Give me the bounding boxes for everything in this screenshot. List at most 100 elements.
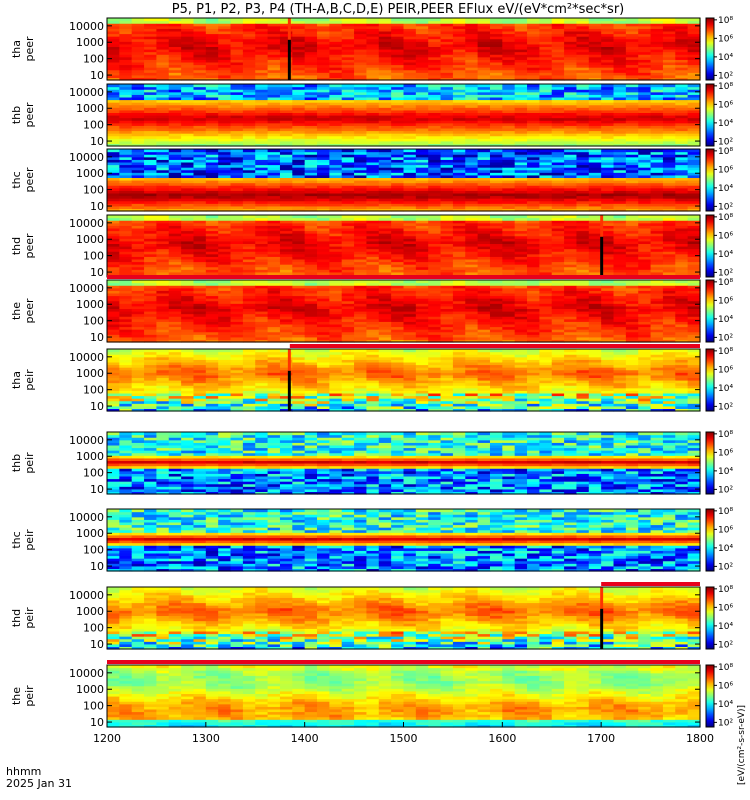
spectrogram-cell	[193, 115, 207, 119]
spectrogram-cell	[625, 167, 639, 171]
spectrogram-cell	[181, 215, 195, 219]
spectrogram-cell	[638, 122, 652, 126]
spectrogram-cell	[588, 156, 602, 160]
spectrogram-cell	[304, 133, 318, 137]
spectrogram-cell	[576, 185, 590, 189]
spectrogram-cell	[403, 190, 417, 194]
spectrogram-cell	[489, 269, 503, 273]
spectrogram-cell	[181, 89, 195, 93]
spectrogram-cell	[119, 323, 133, 328]
spectrogram-cell	[119, 318, 133, 322]
spectrogram-cell	[205, 140, 219, 145]
spectrogram-cell	[378, 61, 392, 66]
spectrogram-cell	[292, 86, 306, 90]
spectrogram-cell	[440, 230, 454, 234]
spectrogram-cell	[168, 36, 182, 40]
spectrogram-cell	[650, 64, 664, 68]
spectrogram-cell	[119, 38, 133, 42]
spectrogram-cell	[477, 67, 491, 71]
spectrogram-cell	[292, 125, 306, 129]
spectrogram-cell	[601, 217, 615, 221]
spectrogram-cell	[465, 220, 479, 224]
spectrogram-cell	[527, 208, 540, 212]
spectrogram-cell	[218, 74, 232, 79]
spectrogram-cell	[156, 290, 170, 294]
spectrogram-cell	[489, 41, 503, 45]
spectrogram-cell	[638, 41, 652, 45]
spectrogram-cell	[255, 30, 269, 35]
spectrogram-cell	[144, 300, 158, 304]
spectrogram-cell	[131, 64, 145, 68]
spectrogram-cell	[539, 54, 553, 58]
spectrogram-cell	[489, 253, 503, 257]
spectrogram-cell	[193, 187, 207, 191]
spectrogram-cell	[255, 269, 269, 273]
spectrogram-cell	[366, 159, 380, 163]
data-spike	[600, 215, 604, 237]
spectrogram-cell	[131, 115, 145, 119]
spectrogram-cell	[354, 251, 368, 255]
spectrogram-cell	[502, 46, 516, 50]
spectrogram-cell	[131, 248, 145, 252]
spectrogram-cell	[477, 135, 491, 139]
spectrogram-cell	[527, 161, 540, 166]
spectrogram-cell	[650, 180, 664, 184]
spectrogram-cell	[415, 240, 429, 245]
spectrogram-cell	[588, 43, 602, 48]
spectrogram-cell	[415, 28, 429, 32]
spectrogram-cell	[588, 225, 602, 229]
spectrogram-cell	[650, 253, 664, 257]
spectrogram-cell	[662, 51, 676, 55]
spectrogram-cell	[625, 30, 639, 35]
spectrogram-cell	[675, 49, 689, 53]
spectrogram-cell	[588, 174, 602, 179]
spectrogram-cell	[588, 25, 602, 29]
spectrogram-cell	[119, 187, 133, 191]
spectrogram-cell	[539, 138, 553, 142]
spectrogram-cell	[440, 120, 454, 124]
spectrogram-cell	[415, 23, 429, 27]
spectrogram-cell	[354, 51, 368, 55]
spectrogram-cell	[662, 180, 676, 184]
spectrogram-cell	[465, 172, 479, 176]
spectrogram-cell	[625, 192, 639, 197]
spectrogram-cell	[576, 230, 590, 234]
spectrogram-cell	[267, 41, 281, 45]
spectrogram-cell	[378, 20, 392, 24]
spectrogram-cell	[317, 230, 330, 234]
spectrogram-cell	[625, 102, 639, 106]
spectrogram-cell	[218, 154, 232, 158]
spectrogram-cell	[440, 180, 454, 184]
spectrogram-cell	[119, 220, 133, 224]
spectrogram-cell	[687, 195, 701, 199]
spectrogram-cell	[341, 192, 355, 197]
spectrogram-cell	[564, 46, 578, 50]
spectrogram-cell	[588, 177, 602, 181]
spectrogram-cell	[329, 99, 343, 103]
spectrogram-cell	[428, 177, 442, 181]
spectrogram-cell	[230, 64, 244, 68]
spectrogram-cell	[625, 240, 639, 245]
spectrogram-cell	[452, 151, 466, 155]
spectrogram-cell	[650, 33, 664, 37]
spectrogram-cell	[144, 109, 158, 114]
spectrogram-cell	[452, 112, 466, 116]
spectrogram-cell	[242, 240, 256, 245]
spectrogram-cell	[366, 140, 380, 145]
spectrogram-cell	[489, 104, 503, 108]
spectrogram-cell	[378, 77, 392, 81]
spectrogram-cell	[650, 195, 664, 199]
spectrogram-cell	[230, 230, 244, 234]
spectrogram-cell	[465, 115, 479, 119]
spectrogram-cell	[625, 248, 639, 252]
spectrogram-cell	[366, 59, 380, 63]
spectrogram-cell	[341, 120, 355, 124]
spectrogram-cell	[403, 127, 417, 132]
spectrogram-cell	[131, 190, 145, 194]
spectrogram-cell	[403, 28, 417, 32]
spectrogram-cell	[131, 109, 145, 114]
spectrogram-cell	[551, 243, 565, 247]
spectrogram-cell	[428, 125, 442, 129]
spectrogram-cell	[527, 104, 540, 108]
spectrogram-cell	[675, 205, 689, 210]
